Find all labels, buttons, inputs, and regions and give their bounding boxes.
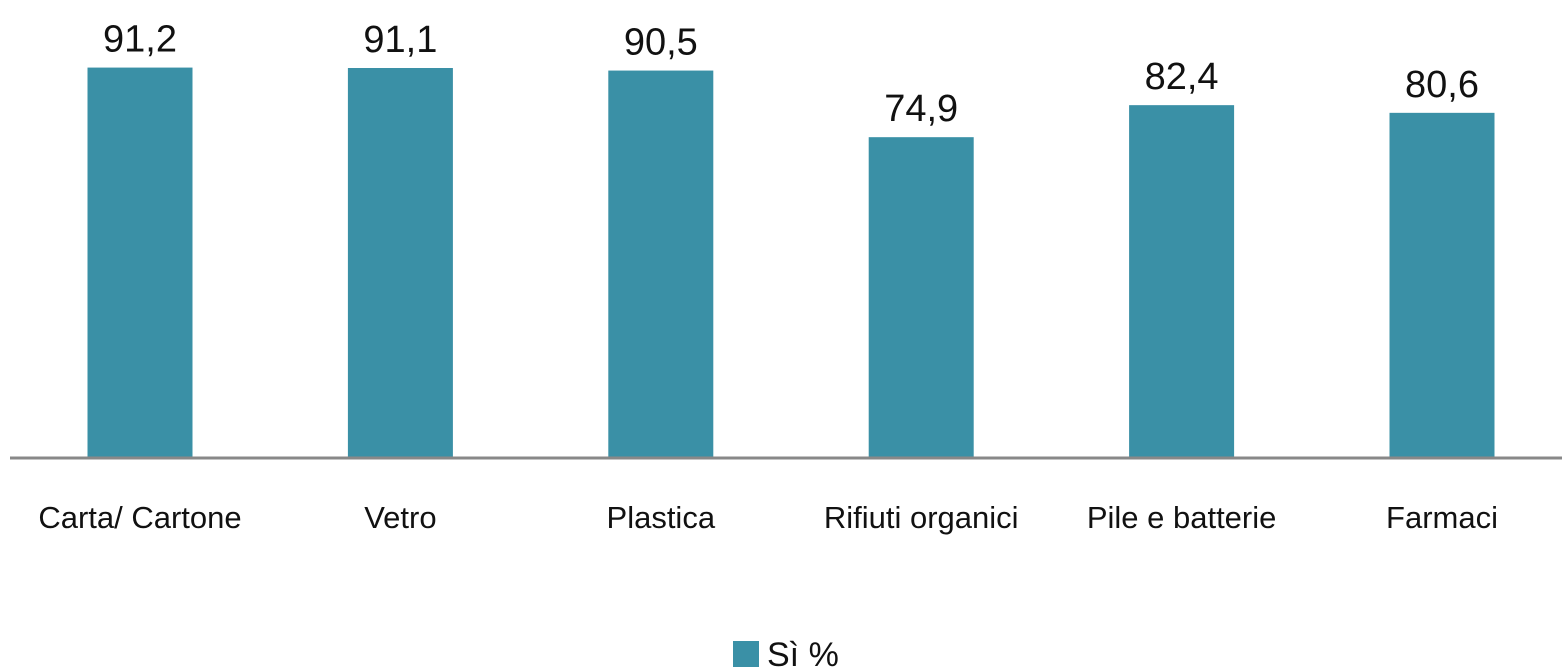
category-label-0: Carta/ Cartone (38, 500, 241, 535)
bar-1 (347, 68, 453, 458)
data-label-1: 91,1 (363, 19, 437, 61)
bar-0 (87, 67, 193, 458)
category-label-5: Farmaci (1386, 500, 1498, 535)
bar-3 (868, 137, 974, 457)
category-label-4: Pile e batterie (1087, 500, 1277, 535)
data-label-3: 74,9 (884, 88, 958, 130)
bar-5 (1389, 112, 1495, 457)
bars-layer (87, 67, 1495, 458)
category-labels-layer: Carta/ Cartone Vetro Plastica Rifiuti organ… (38, 500, 1498, 535)
legend: Sì % (733, 636, 839, 669)
bar-2 (608, 70, 714, 457)
category-label-3: Rifiuti organici (824, 500, 1019, 535)
data-label-0: 91,2 (103, 19, 177, 61)
legend-swatch (733, 641, 759, 667)
category-label-2: Plastica (607, 500, 716, 535)
data-label-5: 80,6 (1405, 64, 1479, 106)
data-label-4: 82,4 (1145, 56, 1219, 98)
value-labels-layer: 91,2 91,1 90,5 74,9 82,4 80,6 (103, 19, 1479, 131)
legend-label: Sì % (767, 636, 839, 669)
bar-4 (1129, 105, 1235, 457)
data-label-2: 90,5 (624, 22, 698, 64)
category-label-1: Vetro (364, 500, 436, 535)
